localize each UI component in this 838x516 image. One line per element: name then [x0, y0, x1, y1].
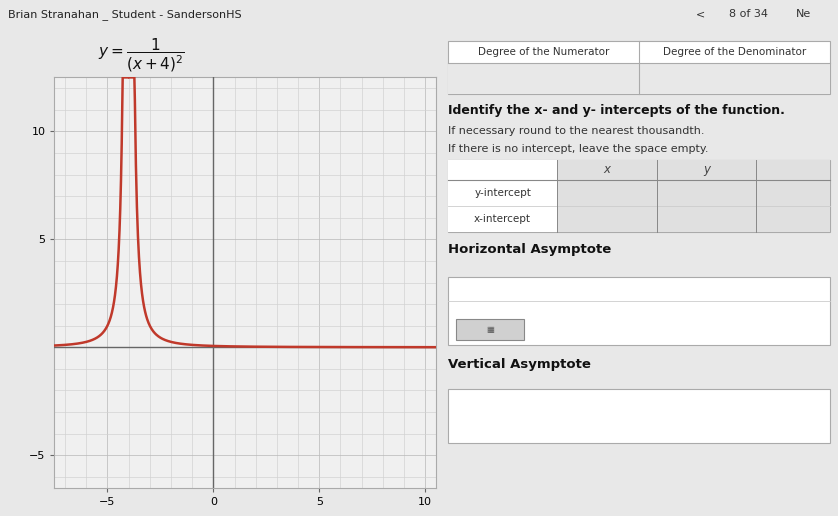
- Text: x: x: [603, 163, 611, 176]
- Text: y-intercept: y-intercept: [474, 188, 531, 198]
- Text: Ne: Ne: [796, 9, 811, 19]
- Text: $y = \dfrac{1}{(x+4)^2}$: $y = \dfrac{1}{(x+4)^2}$: [98, 37, 184, 74]
- Text: y: y: [703, 163, 710, 176]
- Text: If there is no intercept, leave the space empty.: If there is no intercept, leave the spac…: [448, 144, 708, 154]
- Bar: [639, 62, 830, 94]
- Text: 8 of 34: 8 of 34: [729, 9, 768, 19]
- Text: If necessary round to the nearest thousandth.: If necessary round to the nearest thousa…: [448, 126, 705, 136]
- Bar: [448, 62, 639, 94]
- Text: Vertical Asymptote: Vertical Asymptote: [448, 358, 591, 370]
- Text: Degree of the Numerator: Degree of the Numerator: [478, 46, 609, 57]
- Text: Horizontal Asymptote: Horizontal Asymptote: [448, 243, 611, 256]
- Text: Brian Stranahan _ Student - SandersonHS: Brian Stranahan _ Student - SandersonHS: [8, 9, 242, 20]
- Text: Degree of the Denominator: Degree of the Denominator: [663, 46, 806, 57]
- Text: x-intercept: x-intercept: [474, 214, 531, 224]
- Text: Identify the x- and y- intercepts of the function.: Identify the x- and y- intercepts of the…: [448, 104, 784, 117]
- Text: ▦: ▦: [486, 325, 494, 334]
- Text: <: <: [696, 9, 705, 19]
- Bar: [456, 319, 524, 340]
